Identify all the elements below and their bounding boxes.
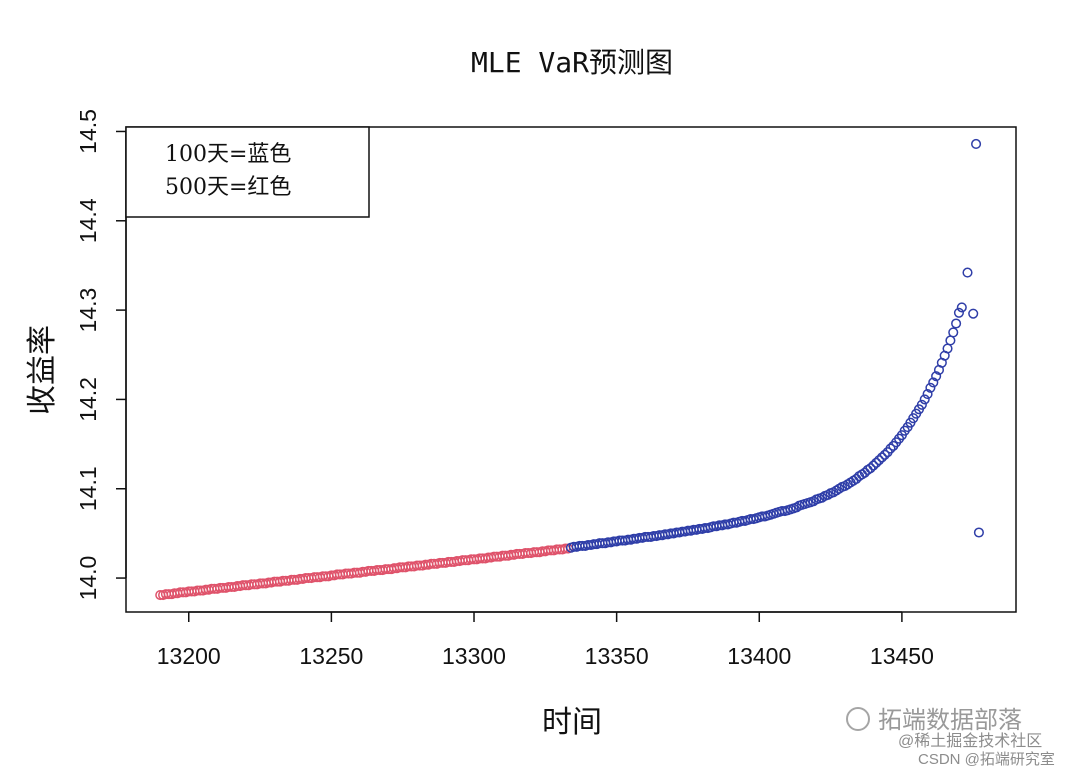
wechat-icon [846,707,870,731]
watermark-juejin: @稀土掘金技术社区 [898,732,1042,750]
y-tick-label: 14.4 [75,198,101,243]
data-point-series-2 [919,394,930,405]
data-point-series-2 [879,449,890,460]
data-point-series-2 [971,138,982,150]
x-tick-label: 13200 [157,643,221,669]
watermark-group: 拓端数据部落 @稀土掘金技术社区 CSDN @拓端研究室 [846,707,1055,768]
data-point-series-2 [948,327,959,338]
data-point-series-2 [865,463,876,474]
x-tick-label: 13350 [585,643,649,669]
legend-line-2: 500天=红色 [165,175,291,200]
data-point-series-2 [916,399,927,410]
y-tick-label: 14.2 [75,377,101,422]
y-axis-label: 收益率 [26,325,59,415]
data-point-series-2 [922,389,933,400]
data-point-series-2 [956,302,967,313]
watermark-wechat: 拓端数据部落 [878,707,1022,734]
chart-title: MLE VaR预测图 [471,46,673,79]
watermark-csdn: CSDN @拓端研究室 [918,751,1055,768]
data-point-series-2 [973,527,984,538]
data-points [155,138,984,601]
legend-line-1: 100天=蓝色 [165,142,291,167]
y-tick-label: 14.0 [75,556,101,601]
y-tick-label: 14.5 [75,109,101,154]
x-axis-label: 时间 [542,706,602,739]
y-axis: 14.0 14.1 14.2 14.3 14.4 14.5 [75,109,127,601]
x-axis: 13200 13250 13300 13350 13400 13450 [157,611,934,669]
data-point-series-2 [885,443,896,454]
data-point-series-2 [876,452,887,463]
x-tick-label: 13450 [870,643,934,669]
data-point-series-2 [868,460,879,471]
x-tick-label: 13300 [442,643,506,669]
data-point-series-2 [968,308,979,319]
x-tick-label: 13250 [299,643,363,669]
data-point-series-2 [951,318,962,329]
y-tick-label: 14.3 [75,288,101,333]
legend-box [125,126,370,218]
y-tick-label: 14.1 [75,466,101,511]
data-point-series-2 [928,377,939,388]
data-point-series-2 [962,267,973,278]
data-point-series-2 [931,371,942,382]
data-point-series-2 [953,307,964,318]
x-tick-label: 13400 [727,643,791,669]
data-point-series-2 [874,455,885,466]
data-point-series-2 [925,382,936,393]
data-point-series-2 [871,457,882,468]
